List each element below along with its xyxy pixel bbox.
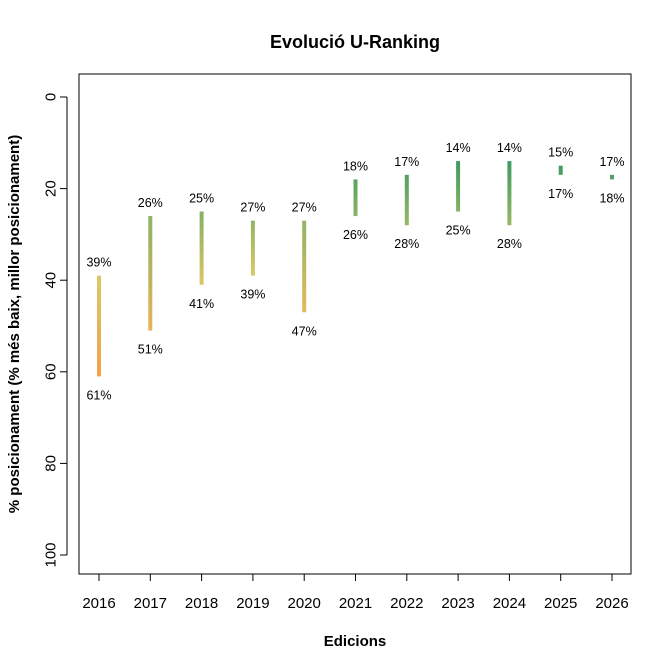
- bottom-value-label: 39%: [240, 288, 265, 302]
- bottom-value-label: 28%: [394, 237, 419, 251]
- range-bar: [558, 165, 563, 175]
- x-tick-label: 2025: [544, 595, 577, 612]
- y-tick-label: 20: [43, 180, 60, 197]
- top-value-label: 17%: [599, 155, 624, 169]
- range-bar: [456, 161, 461, 212]
- x-tick-label: 2022: [390, 595, 423, 612]
- range-bar: [507, 161, 512, 226]
- x-tick-label: 2021: [339, 595, 372, 612]
- range-bar: [250, 220, 255, 276]
- range-bars: [97, 161, 614, 377]
- x-tick-label: 2023: [441, 595, 474, 612]
- top-value-label: 15%: [548, 146, 573, 160]
- y-tick-label: 40: [43, 272, 60, 289]
- x-tick-label: 2020: [288, 595, 321, 612]
- top-value-label: 27%: [292, 201, 317, 215]
- range-bar: [404, 174, 409, 226]
- bottom-value-label: 47%: [292, 324, 317, 338]
- bottom-value-label: 41%: [189, 297, 214, 311]
- x-tick-label: 2024: [493, 595, 526, 612]
- top-value-label: 26%: [138, 196, 163, 210]
- bottom-value-label: 28%: [497, 237, 522, 251]
- range-bar: [353, 179, 358, 217]
- y-axis: 0 20 40 60 80 100: [43, 93, 68, 568]
- bottom-value-label: 51%: [138, 343, 163, 357]
- top-value-label: 14%: [497, 141, 522, 155]
- bottom-value-label: 61%: [86, 388, 111, 402]
- x-tick-label: 2019: [236, 595, 269, 612]
- chart-title: Evolució U-Ranking: [270, 32, 440, 52]
- top-value-label: 25%: [189, 192, 214, 206]
- bottom-value-label: 17%: [548, 187, 573, 201]
- x-axis-title: Edicions: [324, 633, 387, 650]
- top-value-label: 18%: [343, 159, 368, 173]
- x-tick-label: 2016: [82, 595, 115, 612]
- x-axis: 2016 2017 2018 2019 2020 2021 2022 2023 2024 2025…: [82, 573, 629, 612]
- y-axis-title: % posicionament (% més baix, millor posi…: [6, 135, 23, 513]
- bottom-value-label: 18%: [599, 191, 624, 205]
- range-bar: [148, 216, 153, 331]
- bottom-value-label: 26%: [343, 228, 368, 242]
- y-tick-label: 60: [43, 363, 60, 380]
- range-bar: [97, 275, 101, 377]
- y-tick-label: 100: [43, 542, 60, 567]
- top-value-label: 17%: [394, 155, 419, 169]
- range-bar: [199, 211, 204, 285]
- x-tick-label: 2017: [134, 595, 167, 612]
- top-value-label: 27%: [240, 201, 265, 215]
- x-tick-label: 2018: [185, 595, 218, 612]
- bottom-value-label: 25%: [446, 224, 471, 238]
- y-tick-label: 80: [43, 455, 60, 472]
- data-labels: 39% 61% 26% 51% 25% 41% 27% 39% 27% 47% 18% 26% 17% 2…: [86, 141, 624, 402]
- top-value-label: 39%: [86, 256, 111, 270]
- range-bar: [610, 174, 614, 180]
- y-tick-label: 0: [43, 93, 60, 101]
- range-bar: [302, 220, 307, 313]
- x-tick-label: 2026: [595, 595, 628, 612]
- top-value-label: 14%: [446, 141, 471, 155]
